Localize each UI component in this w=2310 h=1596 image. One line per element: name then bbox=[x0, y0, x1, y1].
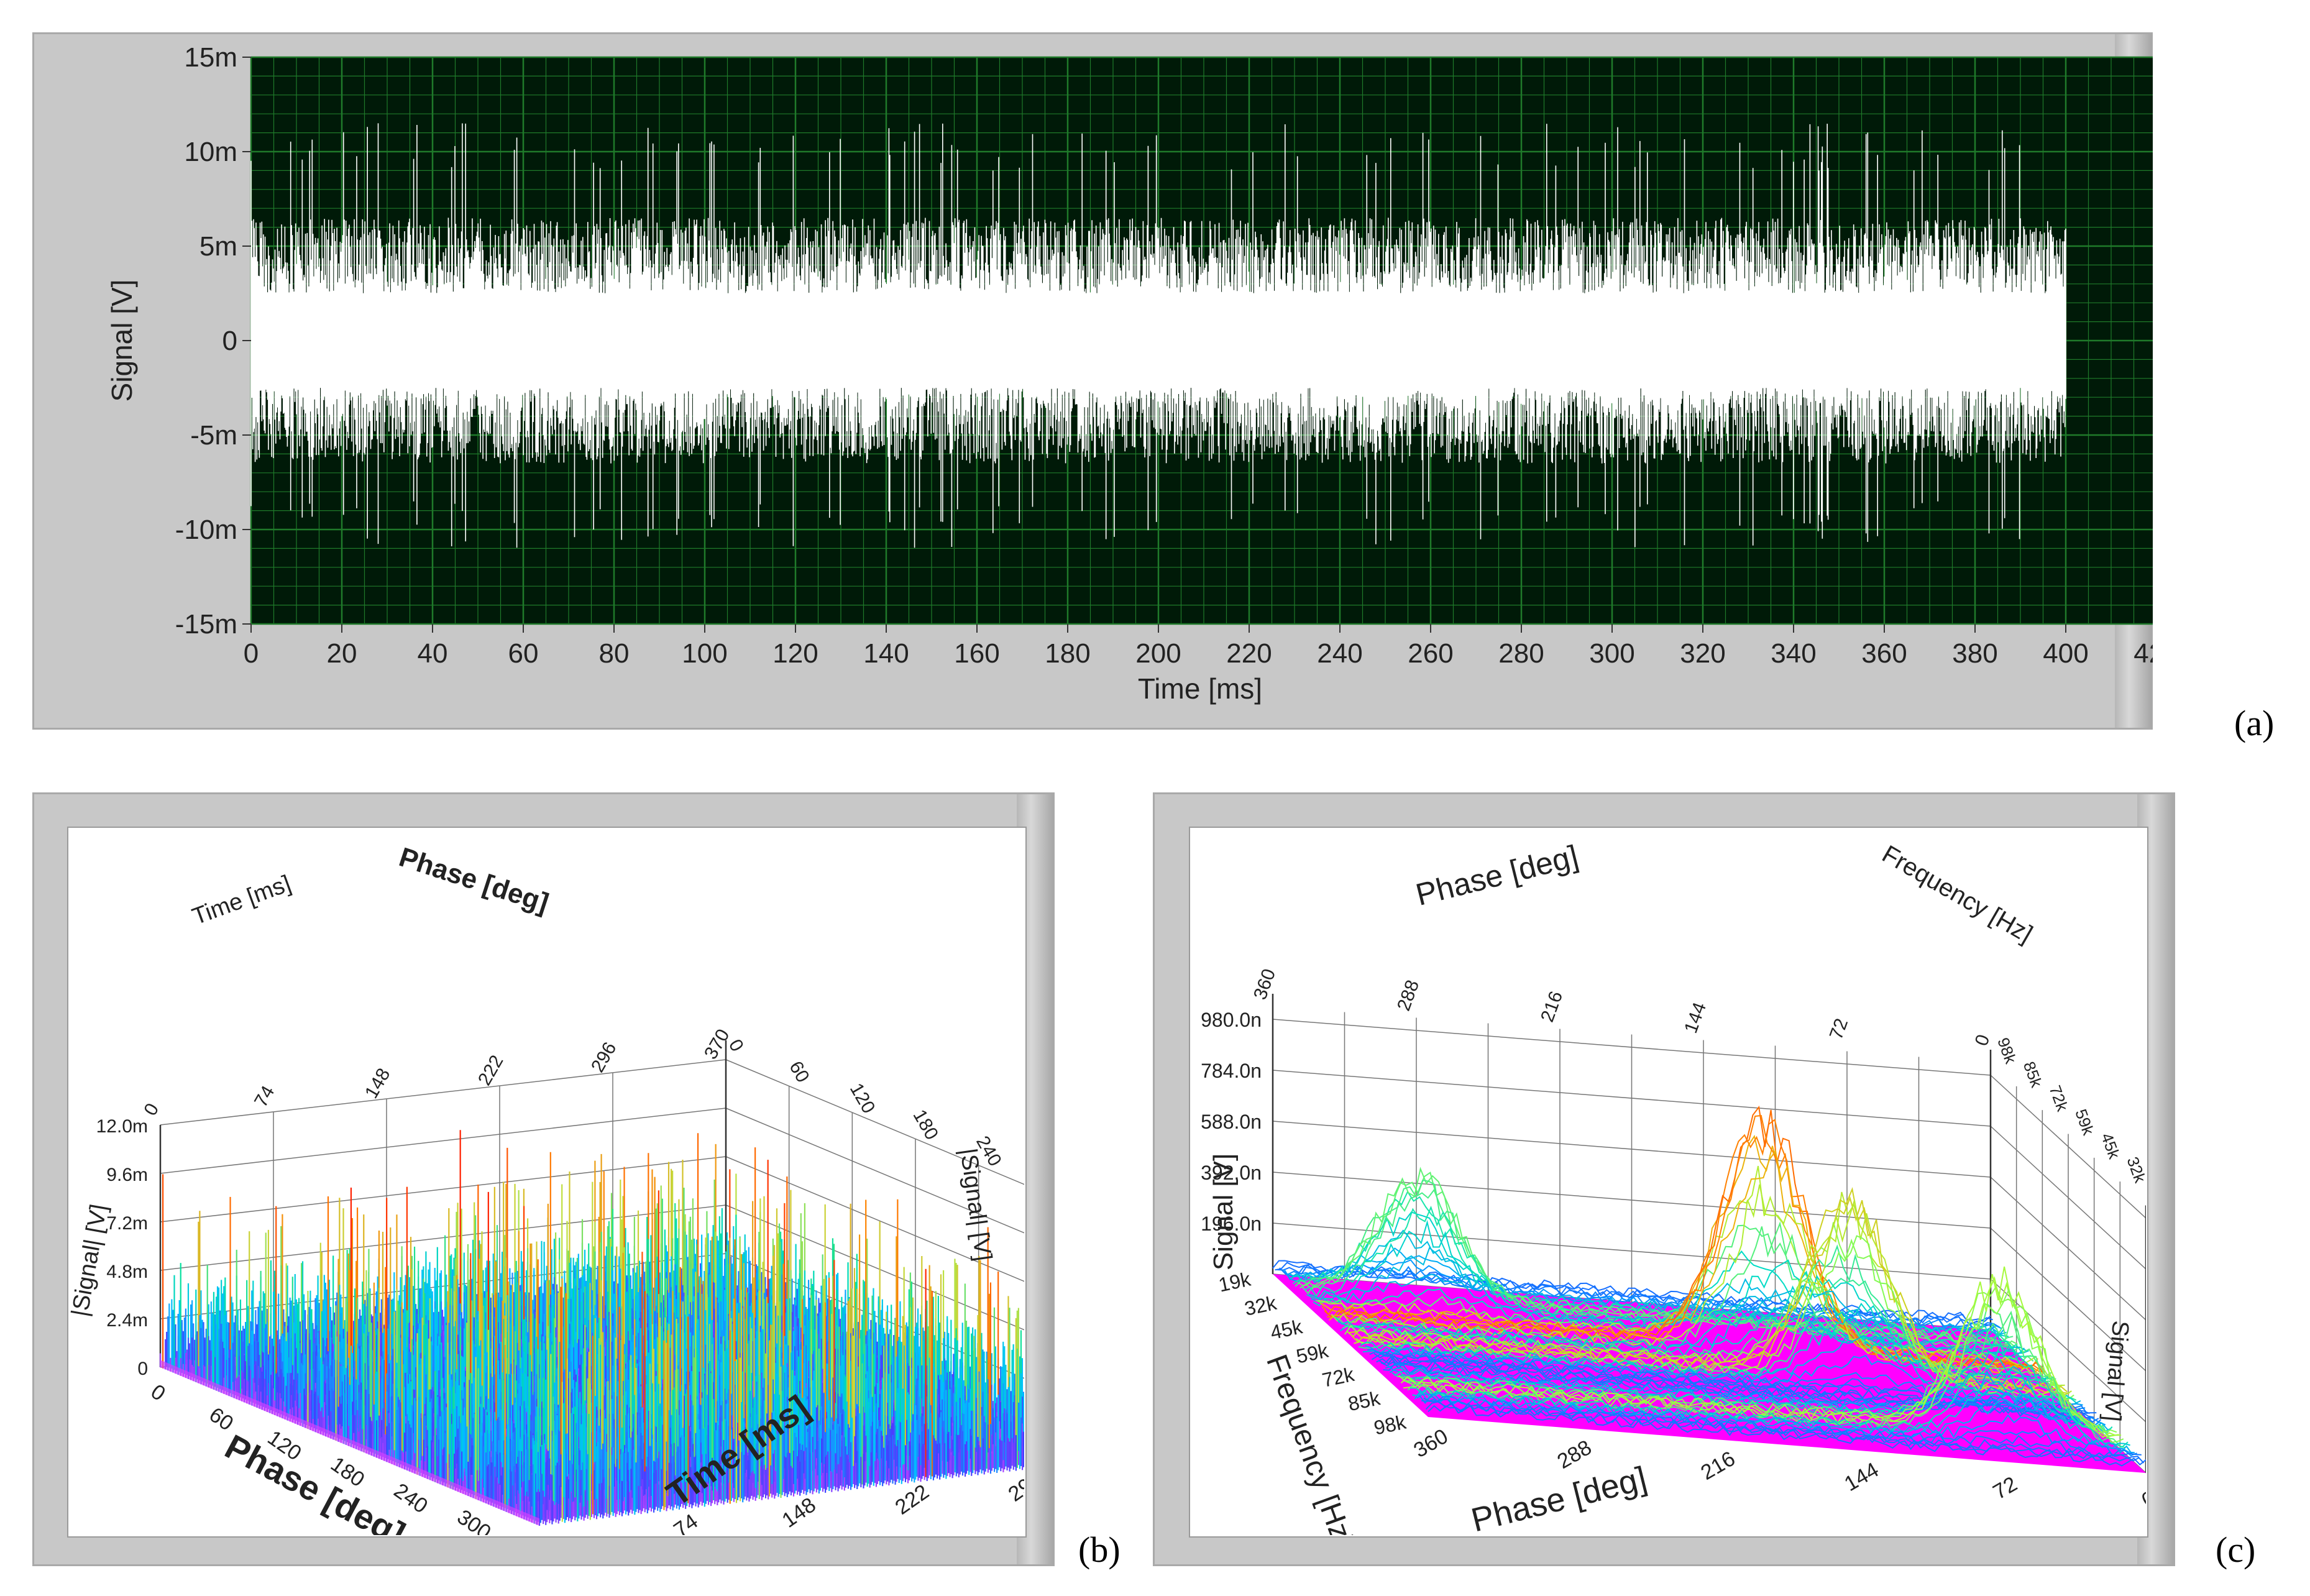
x-tick-label: 60 bbox=[508, 638, 539, 669]
x-axis-title: Time [ms] bbox=[1138, 672, 1262, 705]
x-tick-label: 40 bbox=[418, 638, 448, 669]
chart-b: 0601201802403003607414822229637002.4m4.8… bbox=[67, 842, 1024, 1535]
x-tick-label: 120 bbox=[772, 638, 818, 669]
y-tick-label: 15m bbox=[184, 42, 237, 73]
caption-a: (a) bbox=[2234, 702, 2274, 744]
wall-grid-line bbox=[160, 1204, 726, 1271]
x-tick-label: 260 bbox=[1408, 638, 1453, 669]
x-tick-label: 220 bbox=[1226, 638, 1272, 669]
x-tick-label: 80 bbox=[599, 638, 630, 669]
waveform-a bbox=[250, 123, 2066, 548]
x-tick-label: 300 bbox=[1589, 638, 1634, 669]
wall-grid-line bbox=[160, 1253, 726, 1319]
wall-grid-line bbox=[160, 1156, 726, 1222]
x-tick-label: 240 bbox=[1317, 638, 1362, 669]
y-tick-label: 10m bbox=[184, 137, 237, 167]
x-tick-label: 320 bbox=[1680, 638, 1725, 669]
x-tick-label: 340 bbox=[1771, 638, 1816, 669]
axes-a: 0 20 40 60 80 100 120 140 160 180 200 220 240 260 280 3… bbox=[106, 42, 2153, 705]
x-tick-label: 160 bbox=[954, 638, 999, 669]
chart-a: 0 20 40 60 80 100 120 140 160 180 200 220 240 260 280 3… bbox=[106, 42, 2153, 705]
y-tick-label: -5m bbox=[190, 420, 237, 451]
x-tick-label: 400 bbox=[2043, 638, 2088, 669]
x-tick-label: 100 bbox=[682, 638, 727, 669]
x-tick-label: 420 bbox=[2134, 638, 2153, 669]
waveform-core bbox=[251, 293, 2066, 388]
x-tick-label: 200 bbox=[1135, 638, 1181, 669]
x-tick-label: 0 bbox=[244, 638, 259, 669]
x-tick-label: 280 bbox=[1498, 638, 1544, 669]
y-tick-label: -15m bbox=[175, 609, 237, 640]
y-axis-title: Signal [V] bbox=[106, 280, 138, 402]
wall-grid-line bbox=[160, 1108, 726, 1174]
wall-grid-line bbox=[160, 1059, 726, 1126]
x-tick-label: 20 bbox=[327, 638, 357, 669]
y-tick-label: 0 bbox=[222, 326, 237, 356]
walls-b bbox=[159, 1040, 1024, 1428]
surface-b bbox=[159, 1130, 1024, 1526]
x-tick-label: 180 bbox=[1045, 638, 1090, 669]
y-tick-label: 5m bbox=[199, 231, 237, 262]
y-tick-label: -10m bbox=[175, 515, 237, 545]
x-tick-label: 380 bbox=[1952, 638, 1997, 669]
x-tick-label: 360 bbox=[1861, 638, 1907, 669]
x-tick-label: 140 bbox=[863, 638, 909, 669]
